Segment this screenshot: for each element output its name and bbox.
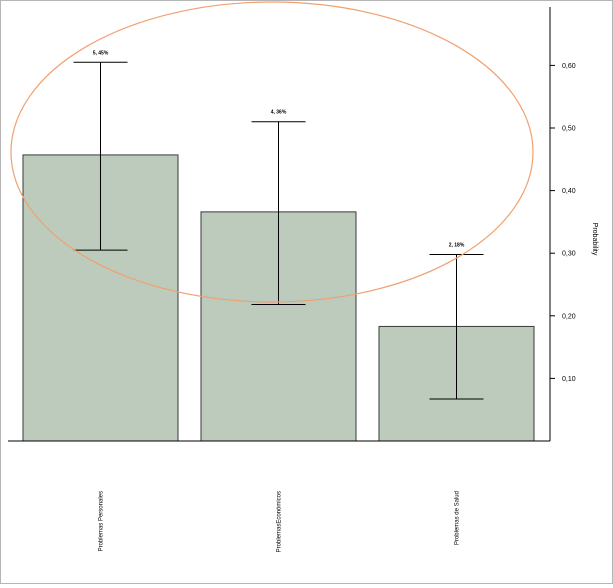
category-label-2: ProblemasEconómicos: [277, 491, 283, 552]
highlight-ellipse: [10, 1, 534, 303]
y-tick-label-1: 0,10: [562, 376, 576, 383]
y-axis: 0,10 0,20 0,30 0,40 0,50 0,60 Probability Probl…: [8, 7, 598, 552]
y-tick-label-2: 0,20: [562, 313, 576, 320]
y-axis-title: Probability: [591, 223, 598, 256]
y-tick-label-5: 0,50: [562, 126, 576, 133]
category-label-1: Problemas Personales: [99, 491, 105, 551]
error-bars-layer: 5, 45% 4, 36% 2, 18%: [73, 50, 484, 400]
annotation-layer: [10, 1, 534, 303]
y-tick-label-6: 0,60: [562, 63, 576, 70]
category-label-3: Problemas de Salud: [455, 491, 461, 545]
error-bar-label-2: 4, 36%: [271, 110, 287, 116]
error-bar-label-1: 5, 45%: [93, 50, 109, 56]
error-bar-label-3: 2, 18%: [449, 242, 465, 248]
y-tick-label-3: 0,30: [562, 251, 576, 258]
y-tick-label-4: 0,40: [562, 188, 576, 195]
